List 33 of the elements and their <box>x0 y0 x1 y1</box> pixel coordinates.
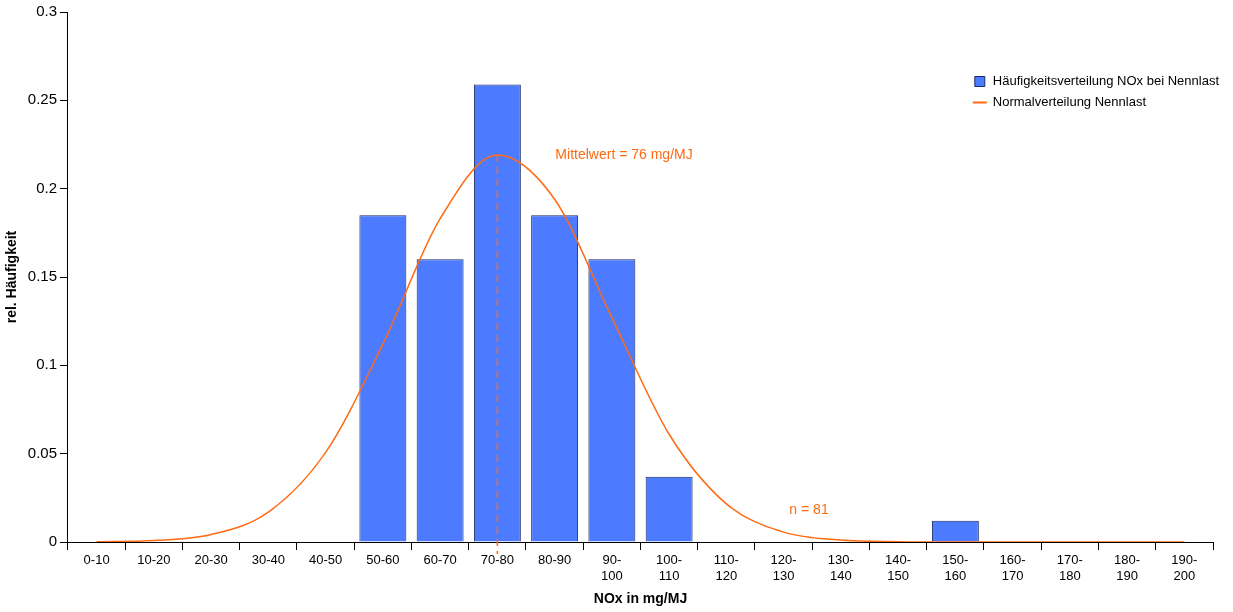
x-tick-label: 140-150 <box>885 552 912 583</box>
y-tick-label: 0 <box>48 532 57 550</box>
y-axis-title: rel. Häufigkeit <box>3 230 20 324</box>
x-tick-label: 90-100 <box>601 552 623 583</box>
x-tick-label: 30-40 <box>251 552 285 568</box>
x-tick-label: 110-120 <box>713 552 739 583</box>
x-tick-label: 10-20 <box>137 552 171 568</box>
y-tick-label: 0.1 <box>36 355 57 373</box>
x-axis-title: NOx in mg/MJ <box>593 590 688 607</box>
x-tick-label: 40-50 <box>309 552 343 568</box>
legend-label: Häufigkeitsverteilung NOx bei Nennlast <box>992 73 1220 89</box>
ref-line-label: Mittelwert = 76 mg/MJ <box>555 145 693 162</box>
x-tick-label: 100-110 <box>656 552 683 583</box>
x-tick-label: 60-70 <box>423 552 457 568</box>
y-tick-label: 0.15 <box>27 267 57 285</box>
x-tick-label: 160-170 <box>999 552 1026 583</box>
x-tick-label: 170-180 <box>1056 552 1083 583</box>
x-tick-label: 130-140 <box>827 552 854 583</box>
x-tick-label: 180-190 <box>1114 552 1141 583</box>
x-tick-label: 70-80 <box>480 552 514 568</box>
y-tick-label: 0.25 <box>27 90 57 108</box>
y-tick-label: 0.2 <box>36 178 57 196</box>
x-tick-label: 120-130 <box>770 552 797 583</box>
y-tick-label: 0.05 <box>27 443 57 461</box>
x-tick-label: 150-160 <box>942 552 969 583</box>
x-tick-label: 50-60 <box>366 552 400 568</box>
y-tick-label: 0.3 <box>36 2 57 20</box>
legend-label: Normalverteilung Nennlast <box>992 94 1147 110</box>
x-tick-label: 190-200 <box>1171 552 1198 583</box>
annotation: n = 81 <box>789 501 829 518</box>
x-tick-label: 80-90 <box>538 552 572 568</box>
x-tick-label: 20-30 <box>194 552 228 568</box>
x-tick-label: 0-10 <box>83 552 110 568</box>
